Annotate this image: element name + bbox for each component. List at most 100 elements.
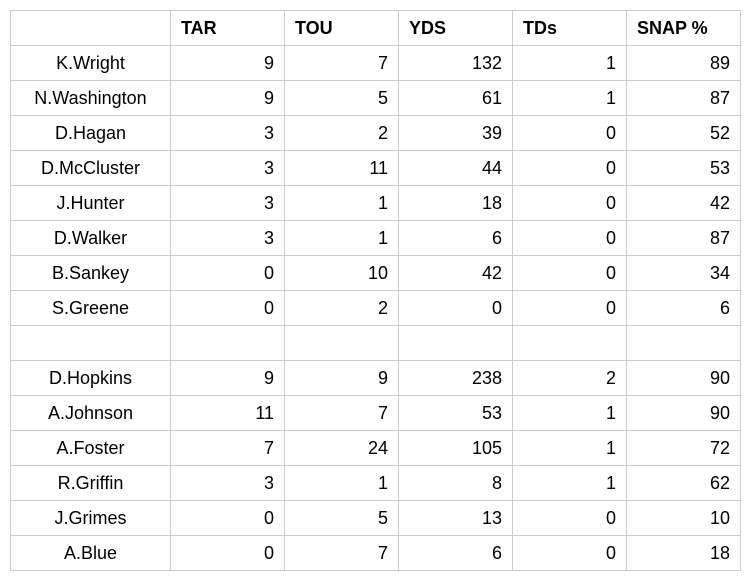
col-header-tar: TAR [171, 11, 285, 46]
table-row: R.Griffin318162 [11, 466, 741, 501]
player-name-cell: J.Grimes [11, 501, 171, 536]
stat-cell-tds: 0 [513, 536, 627, 571]
stat-cell-snap: 62 [627, 466, 741, 501]
stat-cell-yds: 8 [399, 466, 513, 501]
blank-cell [513, 326, 627, 361]
table-row: S.Greene02006 [11, 291, 741, 326]
table-row: J.Grimes0513010 [11, 501, 741, 536]
stat-cell-tou: 9 [285, 361, 399, 396]
player-name-cell: D.Hopkins [11, 361, 171, 396]
stat-cell-yds: 61 [399, 81, 513, 116]
stat-cell-tou: 10 [285, 256, 399, 291]
stat-cell-tou: 2 [285, 116, 399, 151]
stat-cell-tar: 9 [171, 46, 285, 81]
stat-cell-yds: 132 [399, 46, 513, 81]
table-row: B.Sankey01042034 [11, 256, 741, 291]
stat-cell-tou: 7 [285, 396, 399, 431]
stat-cell-snap: 89 [627, 46, 741, 81]
stat-cell-tds: 1 [513, 81, 627, 116]
table-row: A.Johnson11753190 [11, 396, 741, 431]
stat-cell-yds: 238 [399, 361, 513, 396]
stat-cell-yds: 44 [399, 151, 513, 186]
player-name-cell: J.Hunter [11, 186, 171, 221]
stat-cell-yds: 105 [399, 431, 513, 466]
stat-cell-tou: 1 [285, 186, 399, 221]
stat-cell-yds: 53 [399, 396, 513, 431]
stat-cell-tou: 7 [285, 536, 399, 571]
stat-cell-tds: 0 [513, 151, 627, 186]
player-name-cell: A.Foster [11, 431, 171, 466]
stat-cell-tou: 7 [285, 46, 399, 81]
table-row [11, 326, 741, 361]
stat-cell-tou: 5 [285, 501, 399, 536]
table-row: N.Washington9561187 [11, 81, 741, 116]
player-name-cell: D.McCluster [11, 151, 171, 186]
stat-cell-tds: 0 [513, 291, 627, 326]
stat-cell-snap: 53 [627, 151, 741, 186]
stat-cell-tds: 1 [513, 466, 627, 501]
table-row: D.McCluster31144053 [11, 151, 741, 186]
stat-cell-tar: 0 [171, 536, 285, 571]
stat-cell-tds: 0 [513, 186, 627, 221]
stat-cell-tar: 3 [171, 116, 285, 151]
stat-cell-tar: 0 [171, 256, 285, 291]
table-row: A.Blue076018 [11, 536, 741, 571]
stat-cell-tar: 9 [171, 361, 285, 396]
blank-cell [171, 326, 285, 361]
table-row: K.Wright97132189 [11, 46, 741, 81]
stat-cell-tds: 0 [513, 116, 627, 151]
stat-cell-snap: 90 [627, 361, 741, 396]
stat-cell-tou: 1 [285, 466, 399, 501]
stat-cell-snap: 87 [627, 221, 741, 256]
blank-cell [285, 326, 399, 361]
table-row: J.Hunter3118042 [11, 186, 741, 221]
stat-cell-yds: 6 [399, 536, 513, 571]
stat-cell-tou: 24 [285, 431, 399, 466]
stat-cell-tds: 0 [513, 256, 627, 291]
stats-table: TAR TOU YDS TDs SNAP % K.Wright97132189N… [10, 10, 741, 571]
stat-cell-tou: 2 [285, 291, 399, 326]
stat-cell-snap: 87 [627, 81, 741, 116]
blank-cell [627, 326, 741, 361]
col-header-yds: YDS [399, 11, 513, 46]
stat-cell-snap: 6 [627, 291, 741, 326]
col-header-tds: TDs [513, 11, 627, 46]
stat-cell-yds: 0 [399, 291, 513, 326]
stat-cell-snap: 34 [627, 256, 741, 291]
stat-cell-tds: 0 [513, 221, 627, 256]
stat-cell-yds: 6 [399, 221, 513, 256]
player-name-cell: D.Hagan [11, 116, 171, 151]
stat-cell-tar: 3 [171, 186, 285, 221]
table-body: K.Wright97132189N.Washington9561187D.Hag… [11, 46, 741, 571]
stat-cell-tou: 1 [285, 221, 399, 256]
player-name-cell: N.Washington [11, 81, 171, 116]
stat-cell-yds: 18 [399, 186, 513, 221]
table-row: D.Walker316087 [11, 221, 741, 256]
stat-cell-snap: 52 [627, 116, 741, 151]
stat-cell-tar: 7 [171, 431, 285, 466]
stat-cell-snap: 72 [627, 431, 741, 466]
stat-cell-snap: 42 [627, 186, 741, 221]
table-row: D.Hagan3239052 [11, 116, 741, 151]
player-name-cell: A.Blue [11, 536, 171, 571]
stat-cell-tds: 1 [513, 396, 627, 431]
stat-cell-yds: 13 [399, 501, 513, 536]
stat-cell-snap: 18 [627, 536, 741, 571]
player-name-cell: R.Griffin [11, 466, 171, 501]
stat-cell-yds: 42 [399, 256, 513, 291]
stat-cell-tds: 2 [513, 361, 627, 396]
stat-cell-tds: 0 [513, 501, 627, 536]
table-row: D.Hopkins99238290 [11, 361, 741, 396]
player-name-cell: A.Johnson [11, 396, 171, 431]
stat-cell-tar: 11 [171, 396, 285, 431]
header-row: TAR TOU YDS TDs SNAP % [11, 11, 741, 46]
player-name-cell: D.Walker [11, 221, 171, 256]
table-row: A.Foster724105172 [11, 431, 741, 466]
col-header-tou: TOU [285, 11, 399, 46]
player-name-cell: B.Sankey [11, 256, 171, 291]
stat-cell-snap: 90 [627, 396, 741, 431]
stat-cell-tar: 3 [171, 466, 285, 501]
stat-cell-tar: 9 [171, 81, 285, 116]
stat-cell-yds: 39 [399, 116, 513, 151]
blank-cell [11, 326, 171, 361]
